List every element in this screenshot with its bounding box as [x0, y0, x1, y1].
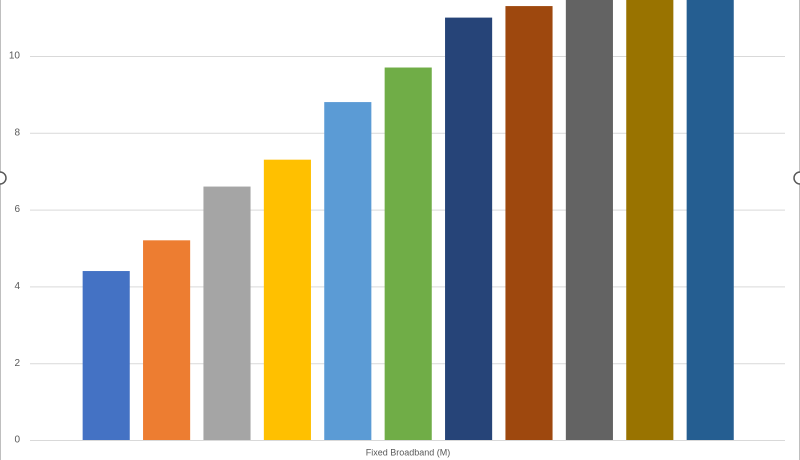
bar [505, 6, 553, 441]
y-tick-label: 4 [14, 281, 20, 292]
bar [384, 67, 432, 441]
y-tick-label: 6 [14, 204, 20, 215]
bar [626, 0, 674, 440]
bar [445, 17, 493, 440]
bar [203, 186, 251, 440]
y-tick-label: 0 [14, 435, 20, 446]
bar [143, 240, 191, 440]
plot-area: 0 2 4 6 8 10 [9, 0, 785, 446]
bar [686, 0, 734, 440]
y-tick-label: 10 [9, 51, 21, 62]
bar [263, 159, 311, 440]
bar [565, 0, 613, 441]
y-tick-label: 2 [14, 358, 20, 369]
bar [82, 271, 130, 440]
bar [324, 102, 372, 440]
resize-handle[interactable] [793, 171, 800, 185]
resize-handle[interactable] [0, 171, 7, 185]
x-axis-title: Fixed Broadband (M) [366, 447, 451, 457]
y-tick-label: 8 [14, 127, 20, 138]
